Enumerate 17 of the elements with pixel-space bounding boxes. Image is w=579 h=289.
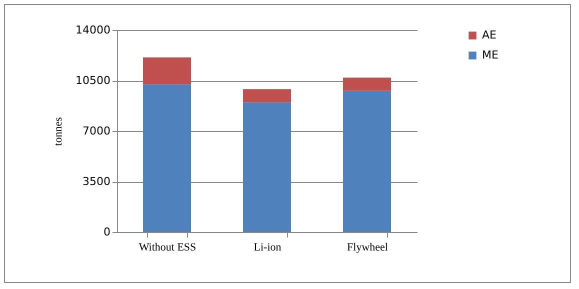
y-tick-label: 0 — [104, 226, 110, 238]
bar — [343, 90, 391, 232]
legend-label: ME — [482, 48, 498, 62]
x-tick-label: Flywheel — [347, 242, 388, 254]
legend-label: AE — [482, 28, 497, 42]
bar — [243, 89, 291, 102]
y-tick-label: 3500 — [82, 175, 110, 188]
bar — [243, 102, 291, 232]
bar — [143, 84, 191, 232]
x-tick-label: Li-ion — [254, 242, 282, 254]
y-axis-title: tonnes — [52, 117, 65, 146]
bar — [343, 78, 391, 91]
y-tick-label: 7000 — [82, 124, 110, 138]
y-tick-label: 14000 — [76, 24, 110, 36]
x-tick-label: Without ESS — [138, 242, 196, 254]
bar — [143, 57, 191, 84]
y-tick-label: 10500 — [76, 74, 110, 87]
